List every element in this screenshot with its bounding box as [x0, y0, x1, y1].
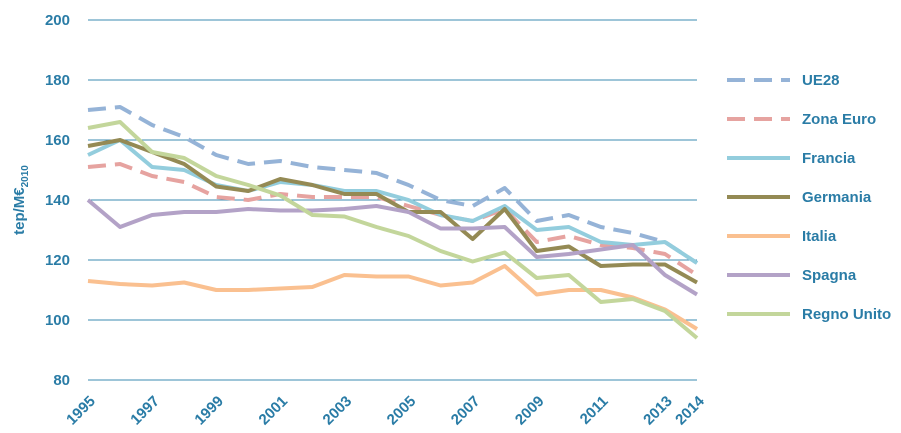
- legend-label: Zona Euro: [802, 111, 876, 128]
- x-tick-label: 1999: [191, 393, 227, 428]
- series-line: [87, 264, 699, 331]
- series-line: [87, 138, 699, 265]
- series-line: [86, 198, 699, 297]
- legend-label: Italia: [802, 228, 837, 245]
- x-tick-label: 2009: [512, 393, 548, 428]
- y-tick-label: 180: [45, 72, 70, 89]
- x-tick-label: 2007: [448, 393, 484, 428]
- y-tick-label: 120: [45, 252, 70, 269]
- x-tick-label: 2001: [256, 393, 292, 428]
- y-tick-label: 100: [45, 312, 70, 329]
- x-tick-label: 1995: [63, 393, 99, 428]
- x-tick-label: 2014: [672, 392, 708, 428]
- legend-label: UE28: [802, 72, 840, 89]
- x-tick-label: 2005: [384, 393, 420, 428]
- y-tick-label: 200: [45, 12, 70, 29]
- y-axis-label-sub: 2010: [20, 165, 31, 188]
- x-tick-label: 2011: [577, 393, 612, 428]
- y-tick-label: 80: [53, 372, 70, 389]
- x-tick-label: 2003: [320, 393, 356, 428]
- series-line: [87, 120, 699, 340]
- series-line: [87, 138, 698, 285]
- y-axis-label-main: tep/M€: [11, 187, 28, 235]
- y-tick-label: 140: [45, 192, 70, 209]
- y-axis-label: tep/M€2010: [11, 165, 31, 235]
- x-tick-label: 2013: [640, 393, 676, 428]
- series-line: [87, 105, 699, 265]
- legend-label: Regno Unito: [802, 306, 891, 323]
- legend-label: Germania: [802, 189, 872, 206]
- legend-label: Francia: [802, 150, 856, 167]
- series-line: [87, 162, 699, 277]
- x-tick-label: 1997: [127, 393, 163, 428]
- legend-label: Spagna: [802, 267, 857, 284]
- y-tick-label: 160: [45, 132, 70, 149]
